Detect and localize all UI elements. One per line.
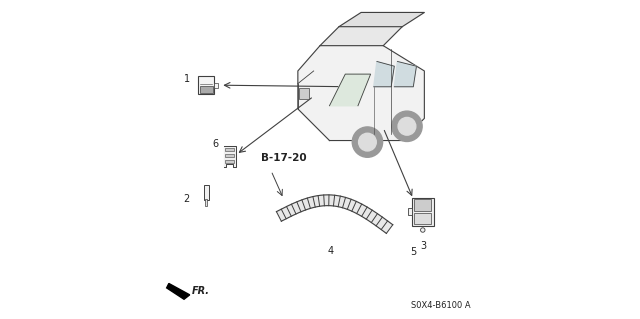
- Bar: [414, 199, 431, 211]
- Text: S0X4-B6100 A: S0X4-B6100 A: [411, 301, 470, 310]
- Bar: [214, 83, 218, 88]
- Bar: [204, 185, 209, 200]
- Text: 4: 4: [328, 246, 334, 256]
- Polygon shape: [374, 62, 394, 87]
- Text: FR.: FR.: [192, 286, 210, 296]
- Bar: [205, 199, 207, 206]
- Polygon shape: [394, 62, 417, 87]
- Text: B-17-20: B-17-20: [262, 153, 307, 163]
- Text: 6: 6: [212, 139, 218, 149]
- Polygon shape: [298, 46, 424, 141]
- Bar: [200, 86, 213, 93]
- Bar: [408, 208, 412, 215]
- Polygon shape: [320, 27, 402, 46]
- FancyBboxPatch shape: [198, 76, 214, 94]
- Text: 2: 2: [184, 194, 189, 204]
- Polygon shape: [330, 74, 371, 106]
- Circle shape: [352, 127, 383, 157]
- Bar: [414, 213, 431, 224]
- Bar: [225, 160, 234, 163]
- Bar: [300, 88, 309, 100]
- Polygon shape: [276, 195, 393, 234]
- Polygon shape: [339, 12, 424, 27]
- Polygon shape: [223, 145, 236, 167]
- Text: 3: 3: [420, 241, 427, 250]
- Circle shape: [392, 111, 422, 141]
- Bar: [225, 154, 234, 157]
- Text: 5: 5: [410, 247, 417, 257]
- FancyBboxPatch shape: [412, 198, 433, 226]
- Circle shape: [420, 228, 425, 232]
- Text: 1: 1: [184, 74, 189, 84]
- Circle shape: [358, 133, 376, 151]
- Bar: [225, 148, 234, 151]
- Polygon shape: [166, 284, 189, 299]
- Circle shape: [398, 117, 416, 135]
